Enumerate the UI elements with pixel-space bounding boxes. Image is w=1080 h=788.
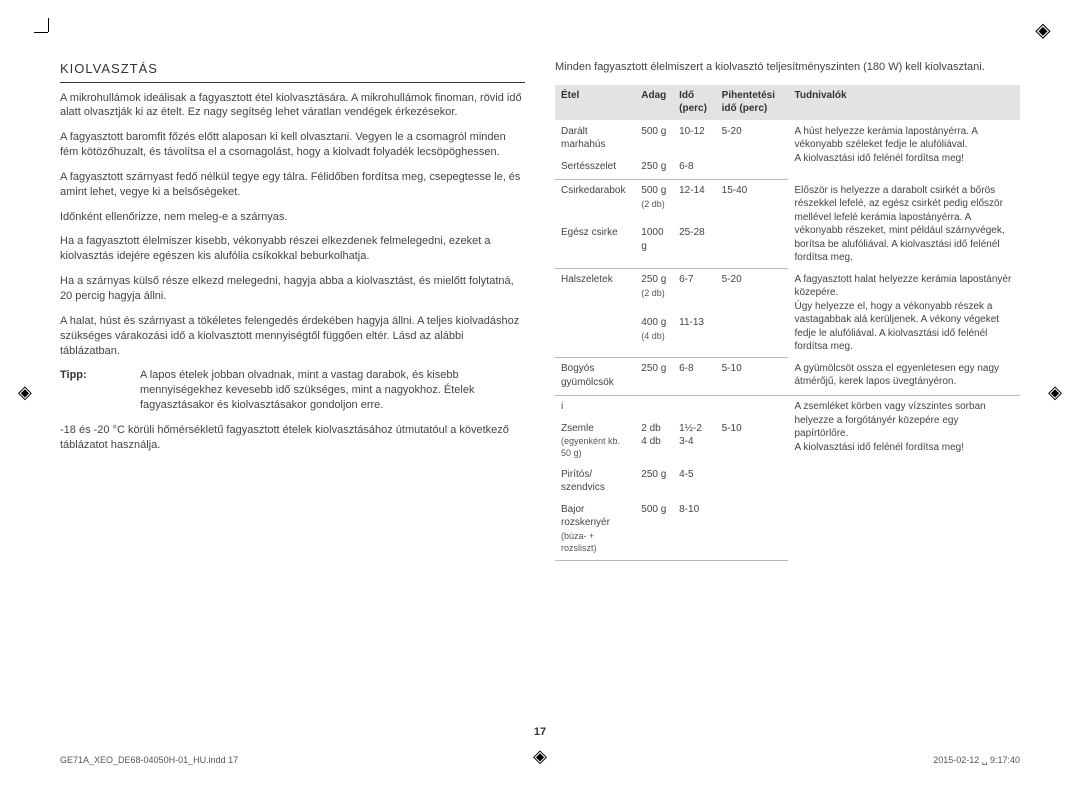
cell-time: 6-7 (673, 269, 716, 312)
footer-filename: GE71A_XEO_DE68-04050H-01_HU.indd 17 (60, 754, 238, 766)
cell-food: Zsemle(egyenként kb. 50 g) (555, 418, 635, 464)
cell-food: Egész csirke (555, 222, 635, 269)
cell-stand (716, 396, 789, 418)
cell-portion: 1000 g (635, 222, 673, 269)
page-number: 17 (534, 725, 546, 740)
cell-time: 1½-2 3-4 (673, 418, 716, 464)
table-row: Bogyós gyümölcsök250 g6-85-10A gyümölcsö… (555, 358, 1020, 396)
crop-mark-icon: ◈ (533, 744, 547, 768)
right-column: Minden fagyasztott élelmiszert a kiolvas… (555, 60, 1020, 561)
col-note: Tudnivalók (788, 85, 1020, 121)
paragraph: A fagyasztott szárnyast fedő nélkül tegy… (60, 170, 525, 200)
table-row: Csirkedarabok500 g(2 db)12-1415-40Előszö… (555, 180, 1020, 222)
cell-food: Darált marhahús (555, 120, 635, 156)
crop-mark-icon: ◈ (18, 380, 32, 404)
crop-line (34, 32, 48, 33)
crop-mark-icon: ◈ (1035, 17, 1050, 44)
cell-stand (716, 156, 789, 180)
cell-portion: 2 db 4 db (635, 418, 673, 464)
paragraph: A halat, húst és szárnyast a tökéletes f… (60, 314, 525, 359)
table-row: Darált marhahús500 g10-125-20A húst hely… (555, 120, 1020, 156)
cell-stand (716, 312, 789, 358)
cell-note: A zsemléket körben vagy vízszintes sorba… (788, 396, 1020, 561)
cell-food: Sertésszelet (555, 156, 635, 180)
cell-stand: 15-40 (716, 180, 789, 222)
cell-portion: 250 g (635, 358, 673, 396)
cell-food (555, 312, 635, 358)
crop-mark-icon: ◈ (1048, 380, 1062, 404)
cell-time: 8-10 (673, 499, 716, 561)
cell-time: 6-8 (673, 156, 716, 180)
cell-note: A húst helyezze kerámia lapostányérra. A… (788, 120, 1020, 180)
cell-portion: 500 g (635, 120, 673, 156)
cell-stand: 5-10 (716, 418, 789, 464)
cell-food: Bajor rozskenyér(búza- + rozsliszt) (555, 499, 635, 561)
paragraph: Ha a szárnyas külső része elkezd meleged… (60, 274, 525, 304)
cell-time: 4-5 (673, 464, 716, 499)
col-stand: Pihentetési idő (perc) (716, 85, 789, 121)
cell-stand (716, 464, 789, 499)
right-intro: Minden fagyasztott élelmiszert a kiolvas… (555, 60, 1020, 75)
table-row: Halszeletek250 g(2 db)6-75-20A fagyaszto… (555, 269, 1020, 312)
tip-text: A lapos ételek jobban olvadnak, mint a v… (140, 368, 525, 413)
cell-portion: 500 g(2 db) (635, 180, 673, 222)
cell-stand: 5-10 (716, 358, 789, 396)
left-column: KIOLVASZTÁS A mikrohullámok ideálisak a … (60, 60, 525, 561)
table-header-row: Étel Adag Idő (perc) Pihentetési idő (pe… (555, 85, 1020, 121)
paragraph: -18 és -20 °C körüli hőmérsékletű fagyas… (60, 423, 525, 453)
cell-portion: 250 g(2 db) (635, 269, 673, 312)
tip-row: Tipp: A lapos ételek jobban olvadnak, mi… (60, 368, 525, 413)
section-title: KIOLVASZTÁS (60, 60, 525, 83)
paragraph: A fagyasztott baromfit főzés előtt alapo… (60, 130, 525, 160)
cell-food: i (555, 396, 635, 418)
cell-time: 10-12 (673, 120, 716, 156)
col-portion: Adag (635, 85, 673, 121)
footer-timestamp: 2015-02-12 ␣ 9:17:40 (933, 754, 1020, 766)
cell-time (673, 396, 716, 418)
cell-food: Bogyós gyümölcsök (555, 358, 635, 396)
crop-line (48, 18, 49, 32)
cell-stand (716, 222, 789, 269)
cell-time: 12-14 (673, 180, 716, 222)
cell-stand (716, 499, 789, 561)
cell-stand: 5-20 (716, 120, 789, 156)
col-time: Idő (perc) (673, 85, 716, 121)
cell-food: Halszeletek (555, 269, 635, 312)
cell-portion: 250 g (635, 464, 673, 499)
defrost-table: Étel Adag Idő (perc) Pihentetési idő (pe… (555, 85, 1020, 561)
col-food: Étel (555, 85, 635, 121)
cell-note: A gyümölcsöt ossza el egyenletesen egy n… (788, 358, 1020, 396)
cell-food: Csirkedarabok (555, 180, 635, 222)
cell-stand: 5-20 (716, 269, 789, 312)
table-row: iA zsemléket körben vagy vízszintes sorb… (555, 396, 1020, 418)
cell-note: A fagyasztott halat helyezze kerámia lap… (788, 269, 1020, 358)
paragraph: A mikrohullámok ideálisak a fagyasztott … (60, 91, 525, 121)
page-content: KIOLVASZTÁS A mikrohullámok ideálisak a … (0, 0, 1080, 601)
cell-portion: 500 g (635, 499, 673, 561)
cell-time: 6-8 (673, 358, 716, 396)
cell-portion: 250 g (635, 156, 673, 180)
cell-time: 11-13 (673, 312, 716, 358)
paragraph: Ha a fagyasztott élelmiszer kisebb, véko… (60, 234, 525, 264)
cell-portion: 400 g(4 db) (635, 312, 673, 358)
cell-portion (635, 396, 673, 418)
cell-food: Pirítós/ szendvics (555, 464, 635, 499)
tip-label: Tipp: (60, 368, 140, 413)
cell-note: Először is helyezze a darabolt csirkét a… (788, 180, 1020, 269)
cell-time: 25-28 (673, 222, 716, 269)
paragraph: Időnként ellenőrizze, nem meleg-e a szár… (60, 210, 525, 225)
